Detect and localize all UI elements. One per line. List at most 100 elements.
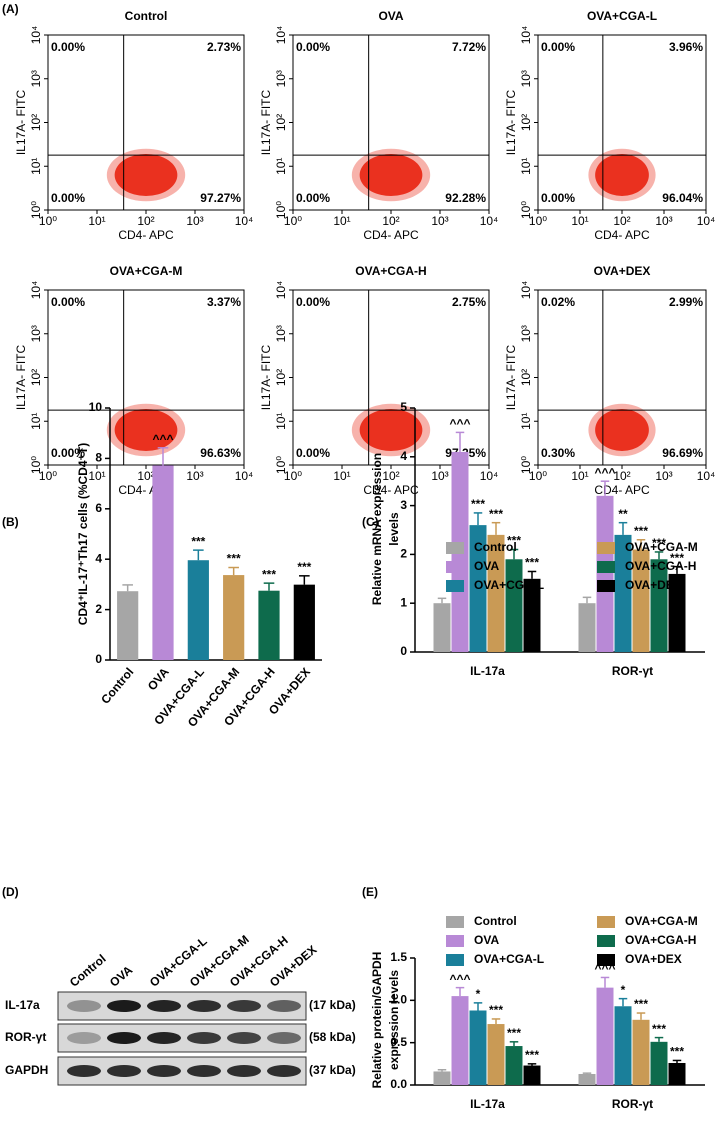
y-tick-label: 10³ — [29, 70, 43, 87]
x-tick-label: OVA — [145, 665, 172, 693]
quadrant-label: 0.00% — [541, 191, 575, 205]
legend-swatch — [597, 935, 615, 947]
bar — [433, 603, 451, 652]
quadrant-label: 92.28% — [445, 191, 486, 205]
blot-band — [147, 1000, 181, 1012]
legend-label: OVA+DEX — [625, 578, 682, 592]
y-axis-label: expression levels — [387, 970, 401, 1070]
x-tick-label: 10⁰ — [284, 469, 302, 483]
quadrant-label: 2.73% — [207, 40, 241, 54]
y-axis-label: Relative mRNA expression — [370, 453, 384, 605]
bar — [596, 495, 614, 652]
bar — [668, 573, 686, 652]
y-tick-label: 10⁰ — [519, 456, 533, 474]
legend-label: OVA+CGA-H — [625, 559, 696, 573]
bar — [523, 578, 541, 652]
significance-label: ^^^ — [152, 432, 173, 446]
blot-row-label: ROR-γt — [5, 1030, 46, 1044]
x-tick-label: 10¹ — [88, 469, 105, 483]
quadrant-label: 0.00% — [51, 40, 85, 54]
blot-band — [67, 1000, 101, 1012]
y-tick-label: 0.0 — [390, 1077, 407, 1091]
quadrant-label: 3.96% — [669, 40, 703, 54]
bar — [523, 1065, 541, 1085]
blot-band — [187, 1032, 221, 1044]
significance-label: *** — [507, 534, 521, 548]
x-tick-label: ROR-γt — [612, 1097, 653, 1111]
y-tick-label: 0.5 — [390, 1035, 407, 1049]
event-cloud — [359, 409, 423, 451]
bar — [258, 590, 280, 660]
quadrant-label: 0.00% — [296, 295, 330, 309]
x-tick-label: IL-17a — [470, 1097, 505, 1111]
bar — [433, 1071, 451, 1085]
x-tick-label: 10⁴ — [697, 469, 716, 483]
x-tick-label: 10⁰ — [529, 469, 547, 483]
y-tick-label: 10³ — [274, 70, 288, 87]
quadrant-label: 7.72% — [452, 40, 486, 54]
y-tick-label: 10¹ — [519, 158, 533, 175]
quadrant-label: 0.00% — [296, 40, 330, 54]
y-tick-label: 10⁰ — [274, 456, 288, 474]
y-tick-label: 6 — [95, 501, 102, 515]
y-axis-label: Relative protein/GAPDH — [370, 952, 384, 1089]
blot-band — [227, 1000, 261, 1012]
significance-label: ** — [618, 507, 628, 521]
y-axis-label: IL17A- FITC — [504, 344, 518, 410]
quadrant-label: 3.37% — [207, 295, 241, 309]
y-tick-label: 10¹ — [274, 413, 288, 430]
legend-swatch — [446, 935, 464, 947]
y-tick-label: 1.0 — [390, 993, 407, 1007]
plot-title: OVA+CGA-L — [587, 9, 657, 23]
x-tick-label: 10⁰ — [39, 214, 57, 228]
y-axis-label: IL17A- FITC — [259, 344, 273, 410]
x-tick-label: 10¹ — [571, 214, 588, 228]
x-tick-label: 10⁴ — [480, 214, 499, 228]
y-tick-label: 10¹ — [29, 158, 43, 175]
panel-label: (B) — [2, 515, 19, 529]
blot-size-label: (37 kDa) — [309, 1063, 356, 1077]
bar — [469, 525, 487, 652]
x-tick-label: 10³ — [186, 214, 203, 228]
quadrant-label: 0.00% — [296, 191, 330, 205]
legend-swatch — [446, 561, 464, 573]
x-tick-label: 10³ — [186, 469, 203, 483]
x-tick-label: 10² — [137, 469, 154, 483]
x-tick-label: 10² — [382, 214, 399, 228]
x-tick-label: 10⁴ — [480, 469, 499, 483]
x-tick-label: 10³ — [431, 469, 448, 483]
x-tick-label: 10² — [613, 469, 630, 483]
significance-label: * — [621, 983, 626, 997]
x-tick-label: 10³ — [655, 469, 672, 483]
panel-label: (E) — [362, 885, 378, 899]
x-tick-label: 10³ — [431, 214, 448, 228]
y-tick-label: 10⁰ — [274, 201, 288, 219]
bar — [650, 1041, 668, 1085]
quadrant-label: 0.30% — [541, 446, 575, 460]
panel-label: (D) — [2, 885, 19, 899]
event-cloud — [359, 154, 423, 196]
y-tick-label: 10² — [29, 369, 43, 386]
bar — [469, 1010, 487, 1085]
quadrant-label: 0.00% — [51, 295, 85, 309]
significance-label: ^^^ — [449, 417, 470, 431]
blot-band — [227, 1032, 261, 1044]
significance-label: *** — [634, 997, 648, 1011]
blot-strip — [57, 1023, 307, 1053]
y-tick-label: 10² — [274, 114, 288, 131]
y-tick-label: 10² — [274, 369, 288, 386]
x-tick-label: 10⁰ — [39, 469, 57, 483]
y-tick-label: 1.5 — [390, 950, 407, 964]
bar — [632, 1019, 650, 1085]
quadrant-label: 2.99% — [669, 295, 703, 309]
blot-band — [267, 1000, 301, 1012]
significance-label: *** — [297, 560, 311, 574]
legend-label: OVA+CGA-L — [474, 952, 544, 966]
y-tick-label: 10⁰ — [519, 201, 533, 219]
event-cloud — [595, 409, 649, 451]
x-axis-label: CD4- APC — [363, 228, 419, 242]
bar — [614, 534, 632, 652]
significance-label: *** — [471, 497, 485, 511]
plot-title: OVA — [378, 9, 403, 23]
